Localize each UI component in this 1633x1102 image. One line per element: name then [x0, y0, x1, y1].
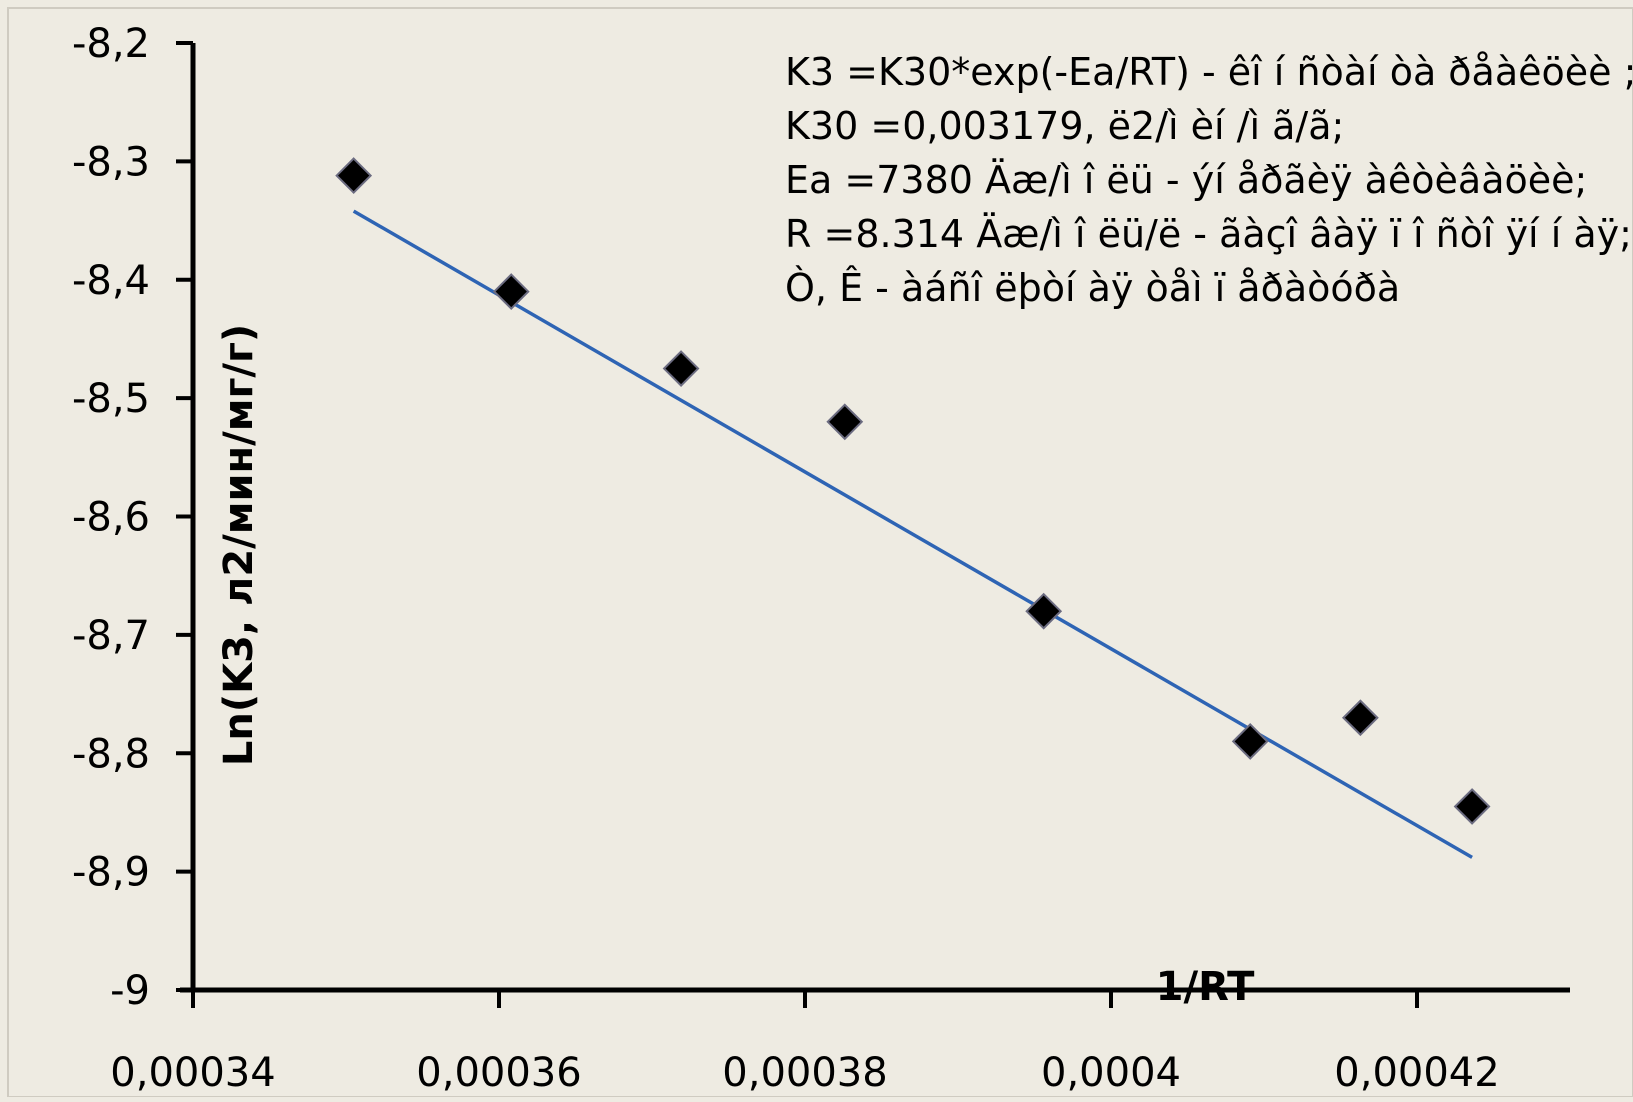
data-point — [826, 403, 864, 441]
y-tick-label: -8,4 — [72, 258, 150, 304]
trendline-group — [352, 209, 1473, 859]
x-tick-label: 0,0004 — [1041, 1050, 1181, 1096]
data-point — [662, 350, 700, 387]
y-tick-label: -8,5 — [72, 376, 150, 422]
data-points — [335, 157, 1491, 825]
y-tick-label: -8,3 — [72, 139, 150, 185]
data-point — [1341, 699, 1379, 737]
y-tick-label: -8,7 — [72, 613, 150, 659]
y-ticks: -8,2 -8,3 -8,4 -8,5 -8,6 -8,7 -8,8 -8,9 -9 — [72, 21, 193, 1014]
y-tick-label: -8,6 — [72, 495, 150, 541]
y-tick-label: -9 — [110, 968, 150, 1014]
y-tick-label: -8,2 — [72, 21, 150, 67]
chart-frame — [7, 7, 1633, 1098]
annotation-line: Ò, Ê - àáñî ëþòí àÿ òåì ï åðàòóðà — [785, 266, 1400, 310]
annotation-line: Ea =7380 Äæ/ì î ëü - ýí åðãèÿ àêòèâàöèè; — [785, 158, 1587, 202]
annotation-line: R =8.314 Äæ/ì î ëü/ë - ãàçî âàÿ ï î ñòî … — [785, 212, 1632, 256]
x-tick-label: 0,00036 — [416, 1050, 581, 1096]
x-tick-label: 0,00042 — [1334, 1050, 1499, 1096]
annotation-line: K3 =K30*exp(-Ea/RT) - êî í ñòàí òà ðåàêö… — [785, 50, 1633, 94]
x-tick-label: 0,00038 — [722, 1050, 887, 1096]
x-ticks: 0,00034 0,00036 0,00038 0,0004 0,00042 — [110, 990, 1500, 1096]
y-tick-label: -8,9 — [72, 850, 150, 896]
x-axis-title: 1/RT — [1156, 964, 1255, 1010]
annotation-block: K3 =K30*exp(-Ea/RT) - êî í ñòàí òà ðåàêö… — [785, 50, 1633, 310]
y-axis-title: Ln(K3, л2/мин/мг/г) — [216, 324, 262, 766]
x-tick-label: 0,00034 — [110, 1050, 275, 1096]
data-point — [1025, 592, 1063, 630]
data-point — [1453, 788, 1491, 825]
data-point — [335, 157, 373, 194]
data-point — [1231, 722, 1269, 760]
annotation-line: K30 =0,003179, ë2/ì èí /ì ã/ã; — [785, 104, 1344, 148]
y-tick-label: -8,8 — [72, 731, 150, 777]
trendline — [352, 209, 1473, 859]
data-point — [492, 273, 530, 311]
